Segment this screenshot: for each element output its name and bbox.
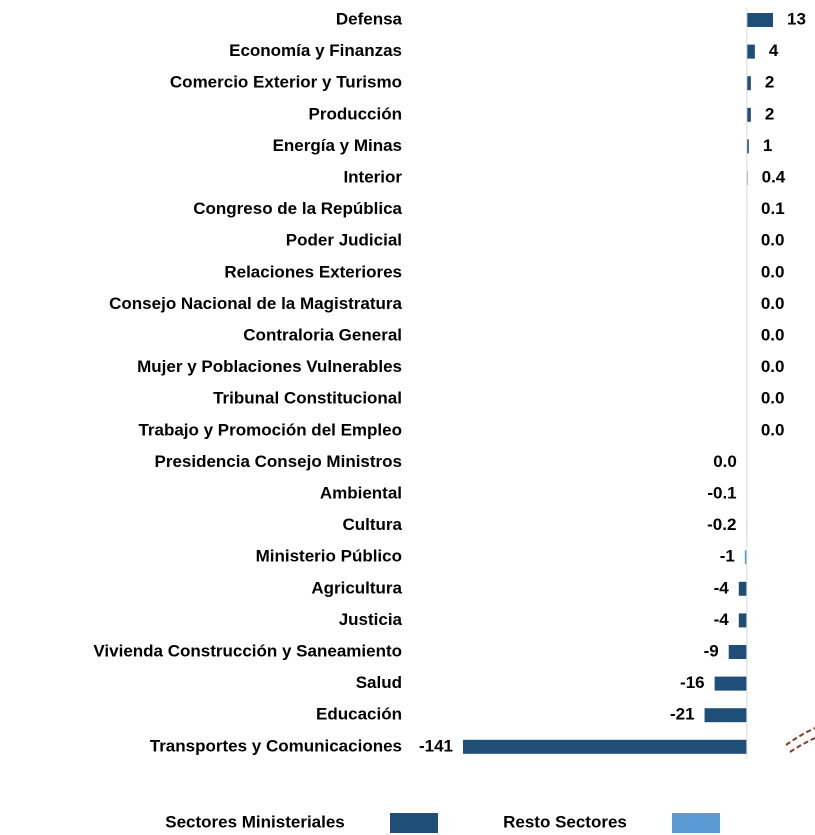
- value-label: 0.4: [762, 167, 786, 186]
- category-label: Defensa: [336, 9, 403, 28]
- category-label: Salud: [356, 673, 402, 692]
- category-label: Presidencia Consejo Ministros: [154, 452, 402, 471]
- category-label: Contraloria General: [243, 325, 402, 344]
- value-label: 0.0: [761, 420, 785, 439]
- category-label: Relaciones Exteriores: [224, 262, 402, 281]
- bar: [746, 107, 751, 122]
- category-label: Producción: [308, 104, 402, 123]
- category-label: Mujer y Poblaciones Vulnerables: [137, 357, 402, 376]
- category-label: Consejo Nacional de la Magistratura: [109, 294, 402, 313]
- category-label: Ministerio Público: [256, 547, 402, 566]
- bar: [463, 739, 747, 754]
- bar: [728, 645, 747, 659]
- bar: [714, 676, 747, 691]
- value-label: -0.1: [707, 483, 736, 502]
- legend-label: Sectores Ministeriales: [165, 812, 345, 831]
- category-label: Economía y Finanzas: [229, 41, 402, 60]
- value-label: 2: [765, 73, 774, 92]
- category-label: Ambiental: [320, 483, 402, 502]
- value-label: 2: [765, 104, 774, 123]
- category-label: Educación: [316, 705, 402, 724]
- category-label: Energía y Minas: [273, 136, 402, 155]
- value-label: 0.0: [713, 452, 737, 471]
- value-label: -4: [714, 610, 730, 629]
- category-label: Comercio Exterior y Turismo: [170, 73, 402, 92]
- legend-swatch: [390, 813, 438, 833]
- value-label: -4: [714, 578, 730, 597]
- category-label: Cultura: [343, 515, 403, 534]
- value-label: 0.0: [761, 262, 785, 281]
- category-label: Agricultura: [311, 578, 402, 597]
- value-label: -1: [720, 547, 735, 566]
- bar: [738, 581, 747, 596]
- category-label: Trabajo y Promoción del Empleo: [138, 420, 402, 439]
- value-label: -21: [670, 705, 695, 724]
- bar: [704, 708, 747, 723]
- category-label: Poder Judicial: [286, 231, 402, 250]
- category-label: Justicia: [339, 610, 403, 629]
- category-label: Interior: [343, 167, 402, 186]
- category-label: Congreso de la República: [193, 199, 402, 218]
- bar: [738, 613, 747, 628]
- bar: [746, 44, 755, 59]
- annotation-arrow: [785, 727, 815, 753]
- value-label: 1: [763, 136, 772, 155]
- legend-label: Resto Sectores: [503, 812, 627, 831]
- value-label: -16: [680, 673, 705, 692]
- legend-swatch: [672, 813, 720, 833]
- category-label: Vivienda Construcción y Saneamiento: [93, 641, 402, 660]
- bar: [746, 13, 773, 27]
- value-label: -141: [419, 736, 453, 755]
- value-label: -9: [704, 641, 719, 660]
- category-label: Transportes y Comunicaciones: [150, 736, 402, 755]
- value-label: 0.0: [761, 357, 785, 376]
- bar: [744, 550, 747, 565]
- value-label: -0.2: [707, 515, 736, 534]
- value-label: 13: [787, 9, 806, 28]
- bar: [746, 139, 749, 154]
- value-label: 0.0: [761, 294, 785, 313]
- value-label: 0.0: [761, 325, 785, 344]
- bar: [746, 76, 751, 91]
- category-label: Tribunal Constitucional: [213, 389, 402, 408]
- value-label: 0.0: [761, 389, 785, 408]
- value-label: 0.0: [761, 231, 785, 250]
- value-label: 4: [769, 41, 779, 60]
- value-label: 0.1: [761, 199, 785, 218]
